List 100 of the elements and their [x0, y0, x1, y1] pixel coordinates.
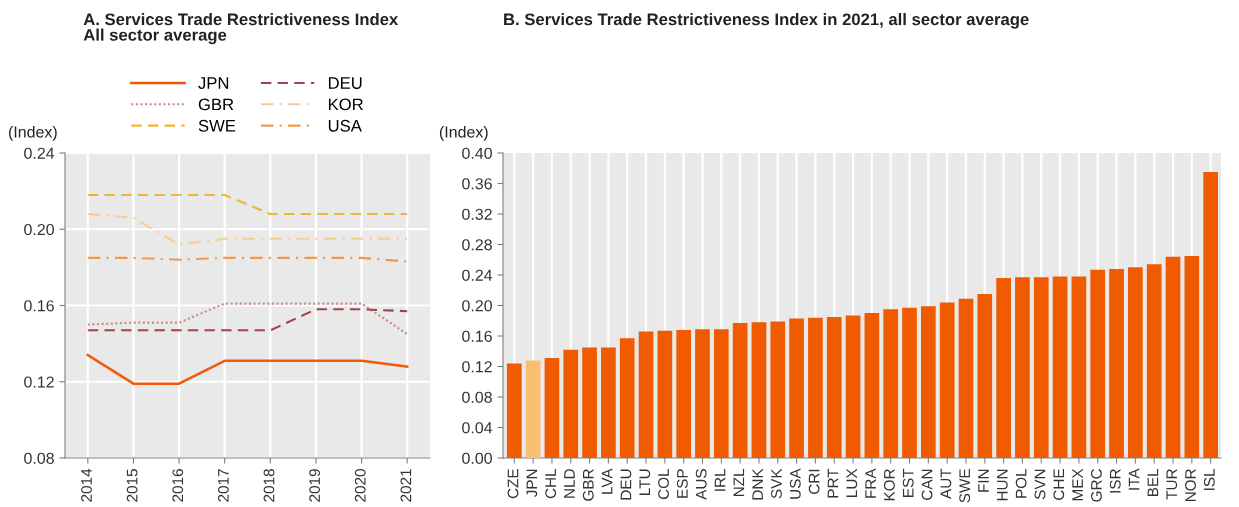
x-tick-label: USA	[789, 468, 801, 499]
bar	[1015, 277, 1030, 458]
bar	[939, 302, 955, 458]
x-tick-label: LVA	[601, 468, 613, 494]
y-tick-label: 0.24	[462, 269, 493, 281]
x-tick-label: LUX	[846, 468, 858, 497]
x-tick-label: POL	[1015, 468, 1027, 498]
legend-label: KOR	[328, 98, 363, 111]
bar	[638, 331, 654, 458]
x-tick-label: NZL	[733, 468, 745, 497]
line-series	[86, 353, 409, 385]
x-tick-label: 2016	[172, 469, 184, 502]
y-tick-label: 0.16	[462, 330, 492, 342]
bar	[1109, 268, 1124, 458]
x-tick-label: CRI	[808, 469, 820, 494]
bar	[1165, 256, 1181, 458]
bar	[582, 347, 597, 458]
bar	[921, 306, 936, 458]
y-tick-label: 0.08	[462, 391, 492, 403]
x-tick-label: EST	[902, 468, 914, 497]
chart-title: A. Services Trade Restrictiveness Index All sector average	[83, 13, 399, 45]
bar	[996, 278, 1011, 458]
x-tick-label: CZE	[507, 469, 519, 499]
x-tick-label: 2017	[217, 469, 229, 502]
legend-label: JPN	[198, 77, 229, 89]
x-tick-label: ISR	[1109, 469, 1121, 493]
bar	[1184, 255, 1200, 458]
x-tick-label: ITA	[1128, 468, 1140, 490]
y-tick-label: 0.08	[24, 452, 54, 464]
bar	[1203, 172, 1218, 458]
bar	[845, 315, 861, 458]
chart-title: B. Services Trade Restrictiveness Index in 2021, all sector average	[504, 13, 1029, 29]
y-tick-label: 0.00	[462, 452, 492, 464]
y-axis-title: (Index)	[8, 125, 57, 141]
bar	[883, 309, 899, 458]
y-tick-label: 0.36	[462, 178, 492, 190]
x-tick-label: IRL	[714, 468, 726, 491]
bar	[1090, 269, 1106, 458]
bar	[789, 318, 804, 458]
x-tick-label: SVN	[1034, 469, 1046, 500]
bar	[544, 358, 560, 458]
bar	[676, 329, 692, 458]
x-tick-label: 2020	[354, 469, 366, 502]
x-tick-label: MEX	[1072, 468, 1083, 501]
bar	[1071, 276, 1087, 458]
x-tick-label: CHE	[1053, 469, 1065, 500]
bar	[563, 349, 579, 458]
bar	[657, 330, 673, 458]
line-series	[86, 302, 409, 336]
bar	[770, 321, 786, 458]
x-tick-label: ESP	[676, 469, 688, 498]
legend-label: USA	[328, 119, 362, 132]
x-tick-label: KOR	[883, 469, 895, 501]
x-tick-label: JPN	[526, 469, 538, 498]
x-tick-label: AUS	[695, 469, 707, 500]
x-tick-label: 2021	[400, 469, 412, 502]
x-tick-label: 2015	[126, 469, 138, 502]
y-tick-label: 0.04	[462, 422, 493, 434]
y-axis-title: (Index)	[439, 125, 488, 141]
bar	[506, 363, 522, 458]
bar	[619, 338, 635, 458]
x-tick-label: DNK	[752, 468, 763, 500]
bar	[713, 329, 729, 458]
x-tick-label: FRA	[865, 468, 876, 498]
x-tick-label: CHL	[545, 468, 557, 499]
bar	[1146, 264, 1162, 458]
bar	[1128, 267, 1143, 458]
bar	[601, 347, 616, 458]
x-tick-label: NOR	[1185, 469, 1196, 502]
x-tick-label: FIN	[978, 469, 989, 492]
x-tick-label: TUR	[1166, 469, 1178, 500]
bar	[977, 294, 993, 458]
line-series	[86, 212, 409, 246]
x-tick-label: ISL	[1203, 468, 1215, 490]
bar	[958, 298, 974, 458]
x-tick-label: NLD	[564, 469, 575, 498]
x-tick-label: SWE	[959, 469, 971, 503]
bar	[864, 313, 880, 458]
bar	[902, 307, 917, 458]
y-tick-label: 0.24	[24, 147, 55, 159]
x-tick-label: AUT	[940, 468, 952, 499]
x-tick-label: COL	[658, 468, 669, 500]
x-tick-label: 2014	[81, 468, 92, 502]
x-tick-label: DEU	[620, 469, 632, 500]
legend-label: GBR	[198, 98, 234, 111]
bar	[525, 360, 541, 458]
x-tick-label: HUN	[997, 469, 1008, 501]
bar	[826, 316, 842, 458]
x-tick-label: BEL	[1147, 468, 1159, 497]
x-tick-label: LTU	[639, 469, 651, 495]
legend-label: SWE	[198, 119, 236, 132]
y-tick-label: 0.40	[462, 147, 492, 159]
x-tick-label: GBR	[582, 469, 594, 501]
bar	[751, 322, 767, 458]
bar	[1052, 276, 1068, 458]
y-tick-label: 0.16	[24, 300, 54, 312]
x-tick-label: PRT	[827, 468, 839, 498]
x-tick-label: GRC	[1091, 469, 1102, 502]
x-tick-label: 2019	[309, 469, 321, 502]
y-tick-label: 0.12	[462, 361, 492, 373]
